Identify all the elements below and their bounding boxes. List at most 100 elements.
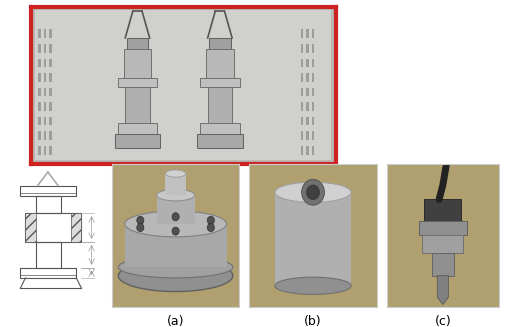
Bar <box>38 44 41 53</box>
Bar <box>49 117 52 125</box>
Bar <box>300 29 303 38</box>
Bar <box>44 73 46 82</box>
Circle shape <box>207 216 214 224</box>
Text: (a): (a) <box>167 315 184 327</box>
Bar <box>197 134 243 148</box>
Bar <box>38 88 41 96</box>
Bar <box>312 44 314 53</box>
Bar <box>306 44 309 53</box>
Bar <box>312 73 314 82</box>
Circle shape <box>137 223 144 232</box>
Bar <box>44 44 46 53</box>
Circle shape <box>172 227 179 235</box>
Bar <box>306 29 309 38</box>
Bar <box>125 224 227 267</box>
Bar <box>312 117 314 125</box>
Bar <box>432 253 454 276</box>
Bar <box>300 44 303 53</box>
Bar <box>36 196 61 213</box>
Bar <box>206 49 234 78</box>
Bar <box>312 146 314 155</box>
Bar <box>38 73 41 82</box>
Bar <box>312 102 314 111</box>
Bar <box>49 102 52 111</box>
Bar <box>44 102 46 111</box>
Bar <box>300 59 303 67</box>
Bar <box>118 78 157 87</box>
Bar <box>38 146 41 155</box>
Bar <box>312 88 314 96</box>
Bar <box>424 199 462 221</box>
Ellipse shape <box>165 170 186 177</box>
Bar <box>157 195 194 224</box>
Bar <box>312 59 314 67</box>
Bar <box>306 59 309 67</box>
Ellipse shape <box>119 256 233 278</box>
Text: (b): (b) <box>304 315 322 327</box>
Circle shape <box>301 179 324 205</box>
Bar <box>118 123 157 134</box>
Bar <box>208 87 232 123</box>
Bar <box>36 242 61 268</box>
Bar <box>38 131 41 140</box>
Bar <box>38 29 41 38</box>
Bar <box>44 88 46 96</box>
Bar <box>306 146 309 155</box>
Bar <box>300 117 303 125</box>
Ellipse shape <box>275 182 351 202</box>
Bar <box>20 186 76 196</box>
Ellipse shape <box>275 277 351 294</box>
Bar <box>38 102 41 111</box>
Bar <box>306 102 309 111</box>
Bar <box>300 131 303 140</box>
Ellipse shape <box>157 189 194 201</box>
Bar <box>25 213 81 242</box>
Bar <box>306 131 309 140</box>
Bar <box>300 73 303 82</box>
Bar <box>49 131 52 140</box>
Bar <box>127 38 148 49</box>
Bar <box>300 102 303 111</box>
Bar <box>300 146 303 155</box>
Bar <box>44 29 46 38</box>
Bar <box>44 59 46 67</box>
Bar <box>115 134 160 148</box>
Bar <box>209 38 231 49</box>
Bar <box>306 88 309 96</box>
Bar <box>275 192 351 286</box>
Bar <box>49 29 52 38</box>
Bar <box>71 213 81 242</box>
Circle shape <box>137 216 144 224</box>
Bar <box>38 59 41 67</box>
Bar <box>44 146 46 155</box>
Bar <box>300 88 303 96</box>
Bar <box>125 87 150 123</box>
FancyArrow shape <box>437 276 448 304</box>
Bar <box>312 29 314 38</box>
Bar <box>200 123 240 134</box>
Bar <box>38 117 41 125</box>
Bar <box>124 49 151 78</box>
Bar <box>25 213 36 242</box>
Bar <box>20 268 76 278</box>
Circle shape <box>172 213 179 221</box>
Bar <box>165 174 186 195</box>
Bar <box>49 73 52 82</box>
Bar <box>44 117 46 125</box>
Bar <box>49 59 52 67</box>
Text: (c): (c) <box>435 315 451 327</box>
Bar <box>49 146 52 155</box>
Circle shape <box>306 185 320 199</box>
Circle shape <box>207 223 214 232</box>
Bar <box>422 235 463 253</box>
Ellipse shape <box>119 260 233 292</box>
Bar <box>306 73 309 82</box>
Bar <box>312 131 314 140</box>
Bar <box>200 78 240 87</box>
Bar <box>418 221 467 235</box>
Ellipse shape <box>125 211 227 237</box>
Bar <box>306 117 309 125</box>
Bar <box>44 131 46 140</box>
Bar <box>49 44 52 53</box>
Bar <box>49 88 52 96</box>
